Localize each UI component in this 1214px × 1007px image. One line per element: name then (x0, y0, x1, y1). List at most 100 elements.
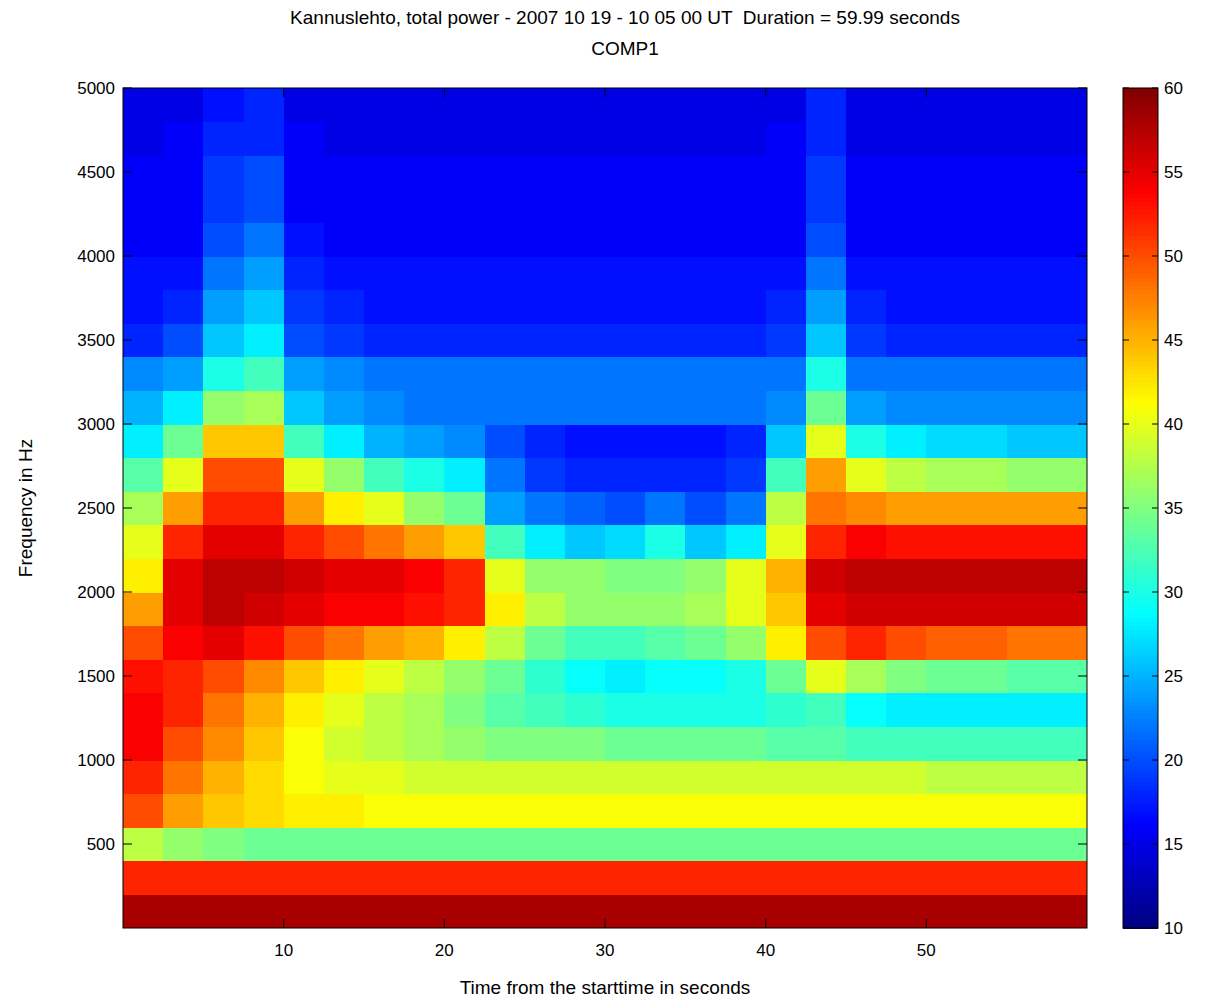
cell (444, 424, 485, 458)
colorbar-step (1123, 395, 1158, 400)
cell (284, 189, 325, 223)
cell (685, 894, 726, 928)
colorbar-step (1123, 844, 1158, 849)
cell (766, 861, 807, 895)
cell (645, 390, 686, 424)
colorbar-step (1123, 743, 1158, 748)
cell (926, 861, 967, 895)
cell (1007, 827, 1048, 861)
cell (525, 794, 566, 828)
colorbar-step (1123, 437, 1158, 442)
cell (565, 626, 606, 660)
cell (926, 424, 967, 458)
cell (364, 794, 405, 828)
cell (525, 861, 566, 895)
cell (485, 726, 526, 760)
colorbar-step (1123, 857, 1158, 862)
colorbar-tick-label: 45 (1164, 331, 1183, 350)
cell (525, 256, 566, 290)
cell (806, 659, 847, 693)
cell (1007, 659, 1048, 693)
cell (967, 794, 1008, 828)
cell (244, 693, 285, 727)
cell (163, 894, 204, 928)
cell (485, 827, 526, 861)
cell (1007, 726, 1048, 760)
cell (726, 491, 767, 525)
cell (886, 760, 927, 794)
cell (123, 760, 164, 794)
cell (324, 189, 365, 223)
colorbar-step (1123, 407, 1158, 412)
cell (123, 794, 164, 828)
y-tick-label: 4500 (77, 163, 115, 182)
colorbar-step (1123, 294, 1158, 299)
cell (284, 659, 325, 693)
cell (284, 491, 325, 525)
cell (886, 122, 927, 156)
colorbar-step (1123, 369, 1158, 374)
cell (685, 458, 726, 492)
cell (685, 424, 726, 458)
cell (1047, 189, 1087, 223)
cell (645, 726, 686, 760)
cell (364, 424, 405, 458)
cell (886, 256, 927, 290)
cell (485, 760, 526, 794)
cell (726, 626, 767, 660)
cell (766, 390, 807, 424)
cell (1047, 290, 1087, 324)
y-tick (1078, 340, 1087, 341)
cell (846, 693, 887, 727)
cell (485, 189, 526, 223)
cell (1047, 357, 1087, 391)
colorbar-step (1123, 361, 1158, 366)
cell (1007, 290, 1048, 324)
cell (1047, 424, 1087, 458)
cell (726, 558, 767, 592)
cell (404, 760, 445, 794)
cell (605, 222, 646, 256)
cell (244, 794, 285, 828)
cell (806, 424, 847, 458)
colorbar-tick (1152, 760, 1158, 761)
colorbar-step (1123, 189, 1158, 194)
cell (203, 491, 244, 525)
cell (444, 323, 485, 357)
cell (886, 290, 927, 324)
y-tick (1078, 592, 1087, 593)
cell (485, 458, 526, 492)
cell (404, 390, 445, 424)
cell (685, 256, 726, 290)
cell (846, 760, 887, 794)
colorbar-step (1123, 340, 1158, 345)
cell (886, 894, 927, 928)
cell (485, 88, 526, 122)
colorbar-step (1123, 815, 1158, 820)
cell (967, 659, 1008, 693)
cell (123, 726, 164, 760)
cell (766, 558, 807, 592)
cell (645, 894, 686, 928)
cell (444, 290, 485, 324)
colorbar-step (1123, 529, 1158, 534)
colorbar-step (1123, 810, 1158, 815)
cell (244, 155, 285, 189)
colorbar-step (1123, 311, 1158, 316)
colorbar-step (1123, 176, 1158, 181)
cell (726, 659, 767, 693)
colorbar-step (1123, 521, 1158, 526)
cell (324, 357, 365, 391)
colorbar-step (1123, 117, 1158, 122)
colorbar-step (1123, 714, 1158, 719)
cell (284, 626, 325, 660)
cell (886, 88, 927, 122)
cell (525, 525, 566, 559)
cell (846, 256, 887, 290)
cell (324, 458, 365, 492)
cell (485, 323, 526, 357)
cell (565, 424, 606, 458)
colorbar-step (1123, 819, 1158, 824)
cell (926, 491, 967, 525)
x-tick-label: 30 (596, 941, 615, 960)
